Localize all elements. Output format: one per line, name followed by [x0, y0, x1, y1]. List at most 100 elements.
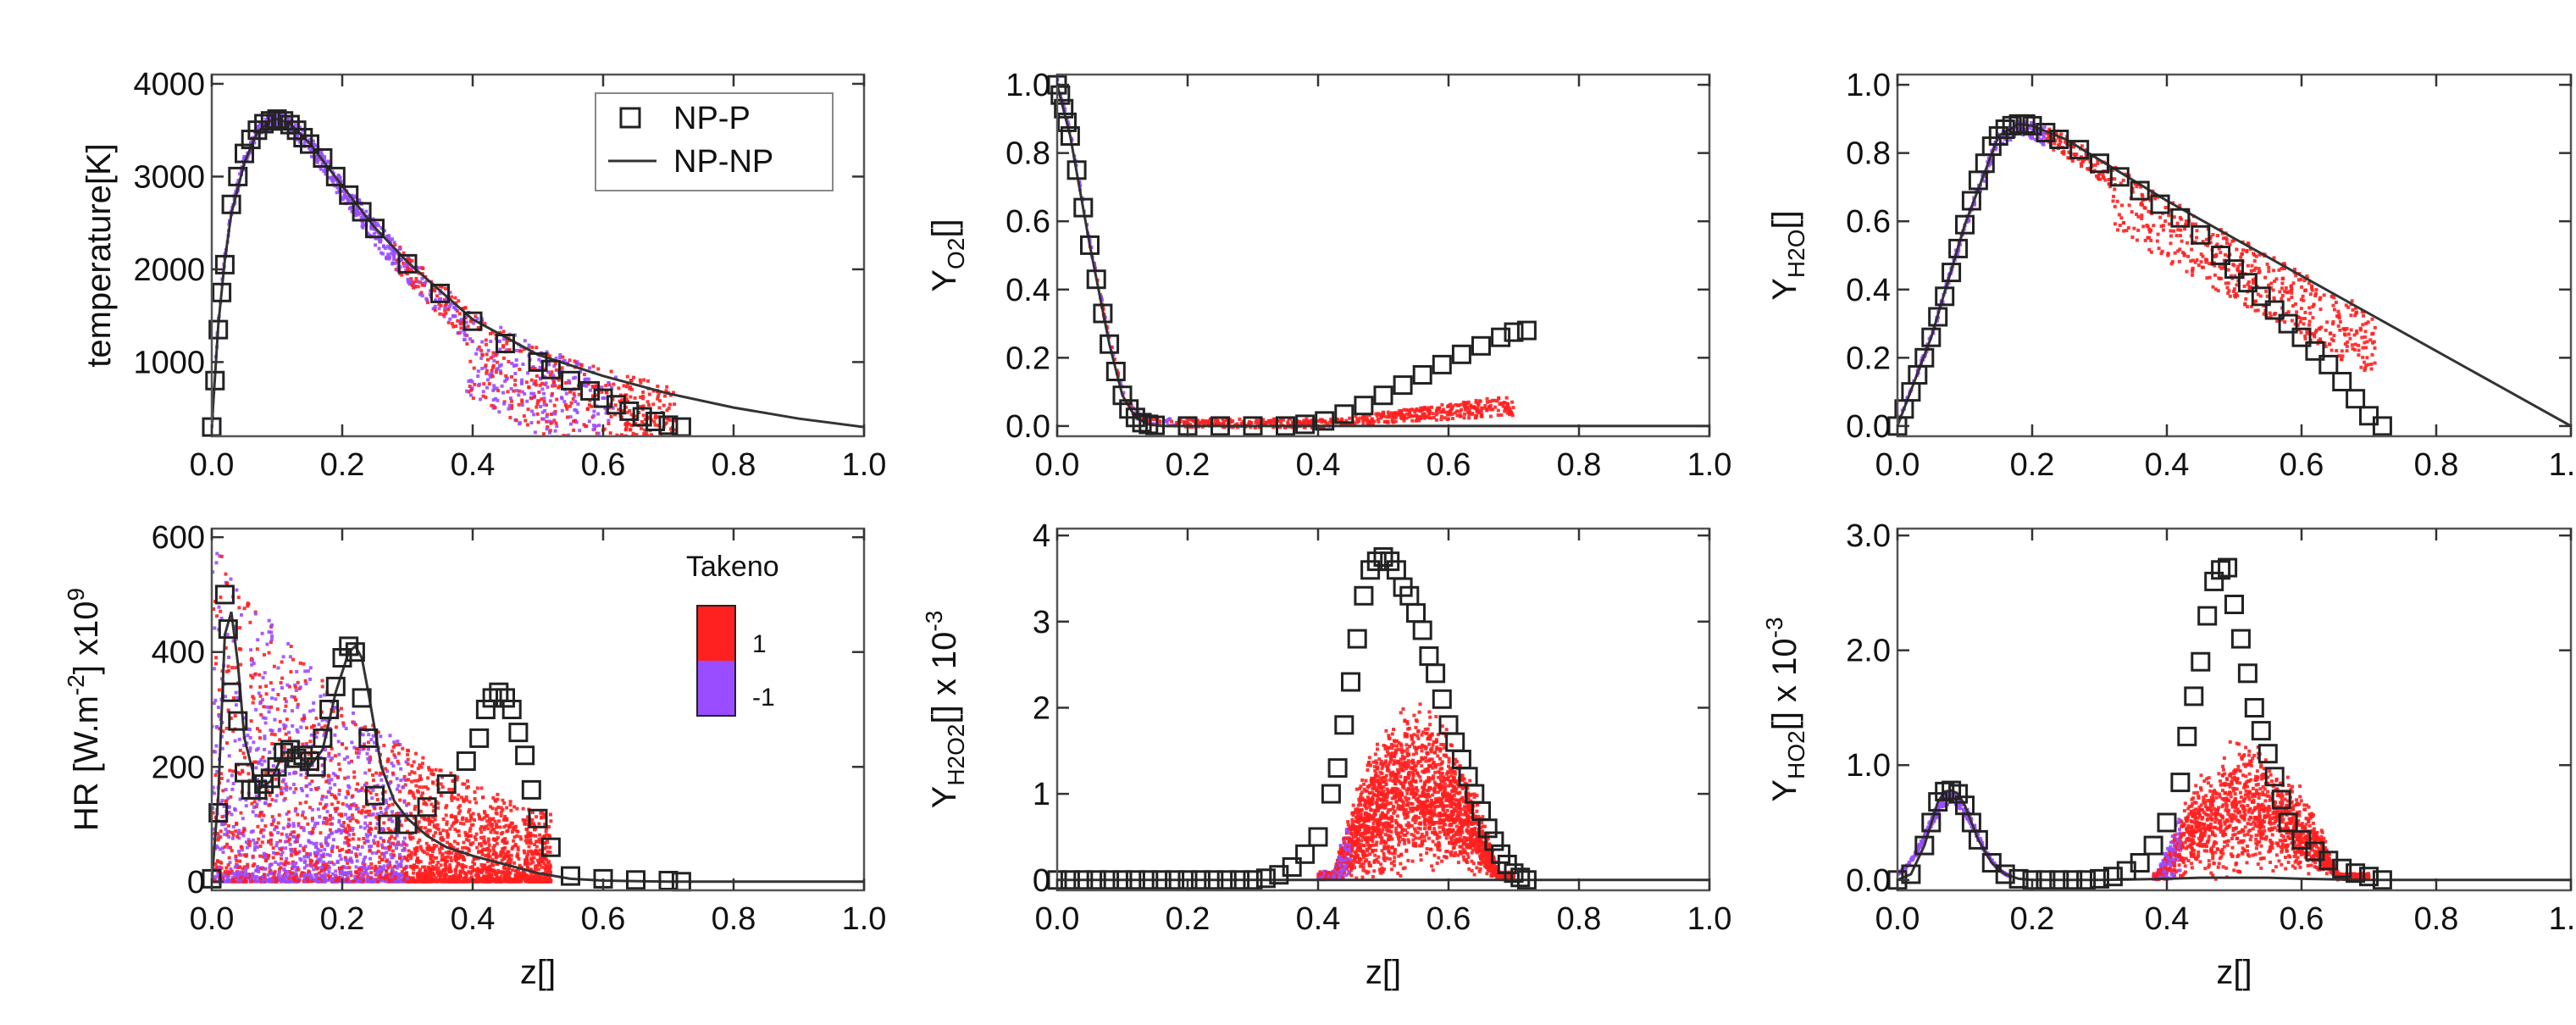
scatter-point [2172, 230, 2175, 233]
scatter-point [2339, 320, 2342, 324]
scatter-point [2246, 264, 2250, 268]
scatter-point [1497, 413, 1500, 417]
scatter-point [360, 812, 363, 815]
scatter-point [2241, 248, 2245, 252]
scatter-point [502, 357, 506, 360]
scatter-point [481, 795, 485, 799]
scatter-point [512, 839, 515, 843]
scatter-point [484, 396, 487, 399]
scatter-point [329, 828, 332, 832]
scatter-point [671, 462, 674, 465]
x-tick-label: 0.2 [320, 447, 365, 483]
scatter-point [2311, 289, 2314, 292]
scatter-point [485, 339, 488, 342]
scatter-point [1449, 402, 1452, 406]
scatter-point [512, 862, 516, 865]
scatter-point [591, 365, 595, 368]
scatter-point [2195, 236, 2198, 240]
scatter-point [656, 463, 659, 466]
y-tick-label: 0.2 [1005, 341, 1050, 376]
scatter-point [280, 686, 284, 690]
scatter-point [260, 818, 263, 822]
scatter-point [2236, 265, 2240, 269]
scatter-point [479, 357, 483, 360]
scatter-point [1423, 417, 1426, 420]
scatter-point [502, 402, 506, 406]
scatter-point [536, 413, 540, 416]
scatter-point [498, 825, 501, 828]
plot-frame [1897, 75, 2571, 436]
scatter-point [2213, 274, 2217, 277]
scatter-point [669, 457, 673, 460]
scatter-point [632, 443, 635, 446]
scatter-point [2332, 304, 2335, 308]
scatter-point [398, 247, 402, 251]
scatter-point [1499, 413, 1503, 417]
scatter-point [392, 255, 396, 258]
scatter-point [660, 448, 663, 452]
scatter-point [2226, 291, 2230, 295]
scatter-point [2300, 331, 2303, 335]
scatter-point [2363, 361, 2366, 364]
scatter-point [332, 838, 335, 841]
scatter-point [235, 872, 239, 875]
scatter-point [241, 817, 245, 820]
scatter-point [435, 294, 439, 297]
scatter-point [673, 446, 676, 449]
scatter-point [436, 806, 440, 810]
y-tick-label: 0.4 [1005, 273, 1050, 308]
scatter-point [2096, 162, 2099, 165]
scatter-point [417, 767, 420, 770]
scatter-point [483, 810, 486, 813]
x-tick-label: 1.0 [2549, 447, 2576, 483]
scatter-point [370, 867, 374, 870]
scatter-point [2245, 249, 2248, 252]
y-axis-label: YO2[] [926, 219, 969, 291]
scatter-point [501, 346, 505, 349]
scatter-point [2357, 353, 2360, 357]
scatter-point [262, 834, 265, 838]
scatter-point [491, 352, 495, 355]
scatter-point [1392, 413, 1395, 417]
scatter-point [303, 669, 307, 673]
scatter-point [525, 400, 529, 403]
scatter-point [338, 854, 341, 857]
scatter-point [2346, 349, 2349, 352]
scatter-point [327, 755, 330, 758]
scatter-point [294, 862, 297, 865]
scatter-point [525, 828, 529, 831]
scatter-point [518, 403, 521, 407]
scatter-point [1410, 419, 1414, 423]
scatter-point [1432, 416, 1436, 419]
scatter-point [477, 369, 480, 373]
scatter-point [642, 454, 645, 457]
scatter-point [672, 437, 675, 440]
scatter-point [636, 456, 640, 459]
scatter-point [1348, 417, 1351, 420]
scatter-point [668, 466, 672, 469]
scatter-point [438, 313, 441, 316]
scatter-point [592, 428, 596, 431]
scatter-point [280, 681, 283, 684]
scatter-point [311, 817, 314, 820]
scatter-point [360, 216, 363, 219]
scatter-point [352, 837, 355, 840]
scatter-point [495, 370, 498, 374]
scatter-point [526, 424, 529, 427]
scatter-point [639, 379, 642, 382]
scatter-point [1489, 415, 1493, 418]
scatter-point [436, 861, 440, 864]
x-tick-label: 0.0 [1035, 447, 1080, 483]
scatter-point [464, 865, 468, 868]
scatter-point [1478, 399, 1482, 402]
scatter-point [227, 665, 230, 668]
scatter-point [509, 396, 512, 400]
scatter-point [289, 787, 292, 790]
scatter-point [1506, 412, 1510, 415]
scatter-point [435, 768, 438, 772]
scatter-point [654, 457, 657, 460]
scatter-point [605, 442, 608, 446]
scatter-point [536, 399, 540, 402]
scatter-point [658, 449, 662, 452]
